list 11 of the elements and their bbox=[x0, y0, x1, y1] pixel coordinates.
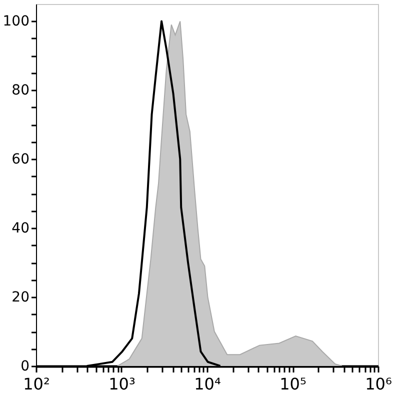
x-tick-label: 10⁶ bbox=[365, 374, 392, 394]
y-tick-label: 100 bbox=[2, 14, 30, 30]
y-tick-label: 40 bbox=[12, 220, 30, 237]
x-tick-label: 10⁵ bbox=[280, 374, 306, 394]
y-tick-label: 60 bbox=[12, 152, 30, 168]
y-tick-label: 0 bbox=[20, 358, 30, 374]
x-tick-label: 10² bbox=[23, 374, 50, 394]
y-tick-label: 80 bbox=[12, 82, 30, 99]
x-tick-label: 10³ bbox=[108, 374, 136, 394]
y-tick-label: 20 bbox=[12, 290, 30, 306]
x-tick-label: 10⁴ bbox=[194, 374, 221, 394]
